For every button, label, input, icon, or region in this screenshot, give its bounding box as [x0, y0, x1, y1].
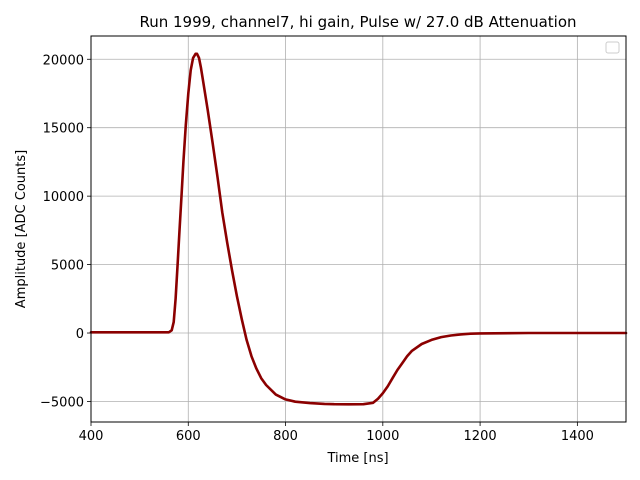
grid-lines	[90, 36, 626, 422]
x-tick-label: 800	[273, 429, 298, 444]
legend-box	[605, 41, 620, 54]
y-axis-label: Amplitude [ADC Counts]	[14, 150, 29, 308]
y-tick-label: 15000	[43, 122, 84, 137]
y-tick-label: 5000	[51, 259, 84, 274]
y-tick-label: 10000	[43, 190, 84, 205]
y-tick-label: −5000	[40, 395, 84, 410]
chart-title: Run 1999, channel7, hi gain, Pulse w/ 27…	[139, 13, 576, 31]
axes-frame	[90, 35, 627, 423]
x-axis-label: Time [ns]	[326, 451, 388, 466]
x-tick-label: 600	[176, 429, 201, 444]
x-tick-label: 1200	[464, 429, 497, 444]
plot-area	[89, 52, 628, 406]
x-axis-ticks: 400 600 800 1000 1200 1400	[79, 422, 594, 444]
y-tick-label: 0	[76, 327, 84, 342]
x-tick-label: 400	[79, 429, 104, 444]
x-tick-label: 1400	[561, 429, 594, 444]
y-tick-label: 20000	[43, 53, 84, 68]
y-axis-ticks: −5000 0 5000 10000 15000 20000	[40, 53, 91, 410]
x-tick-label: 1000	[366, 429, 399, 444]
pulse-series-line	[89, 52, 628, 406]
